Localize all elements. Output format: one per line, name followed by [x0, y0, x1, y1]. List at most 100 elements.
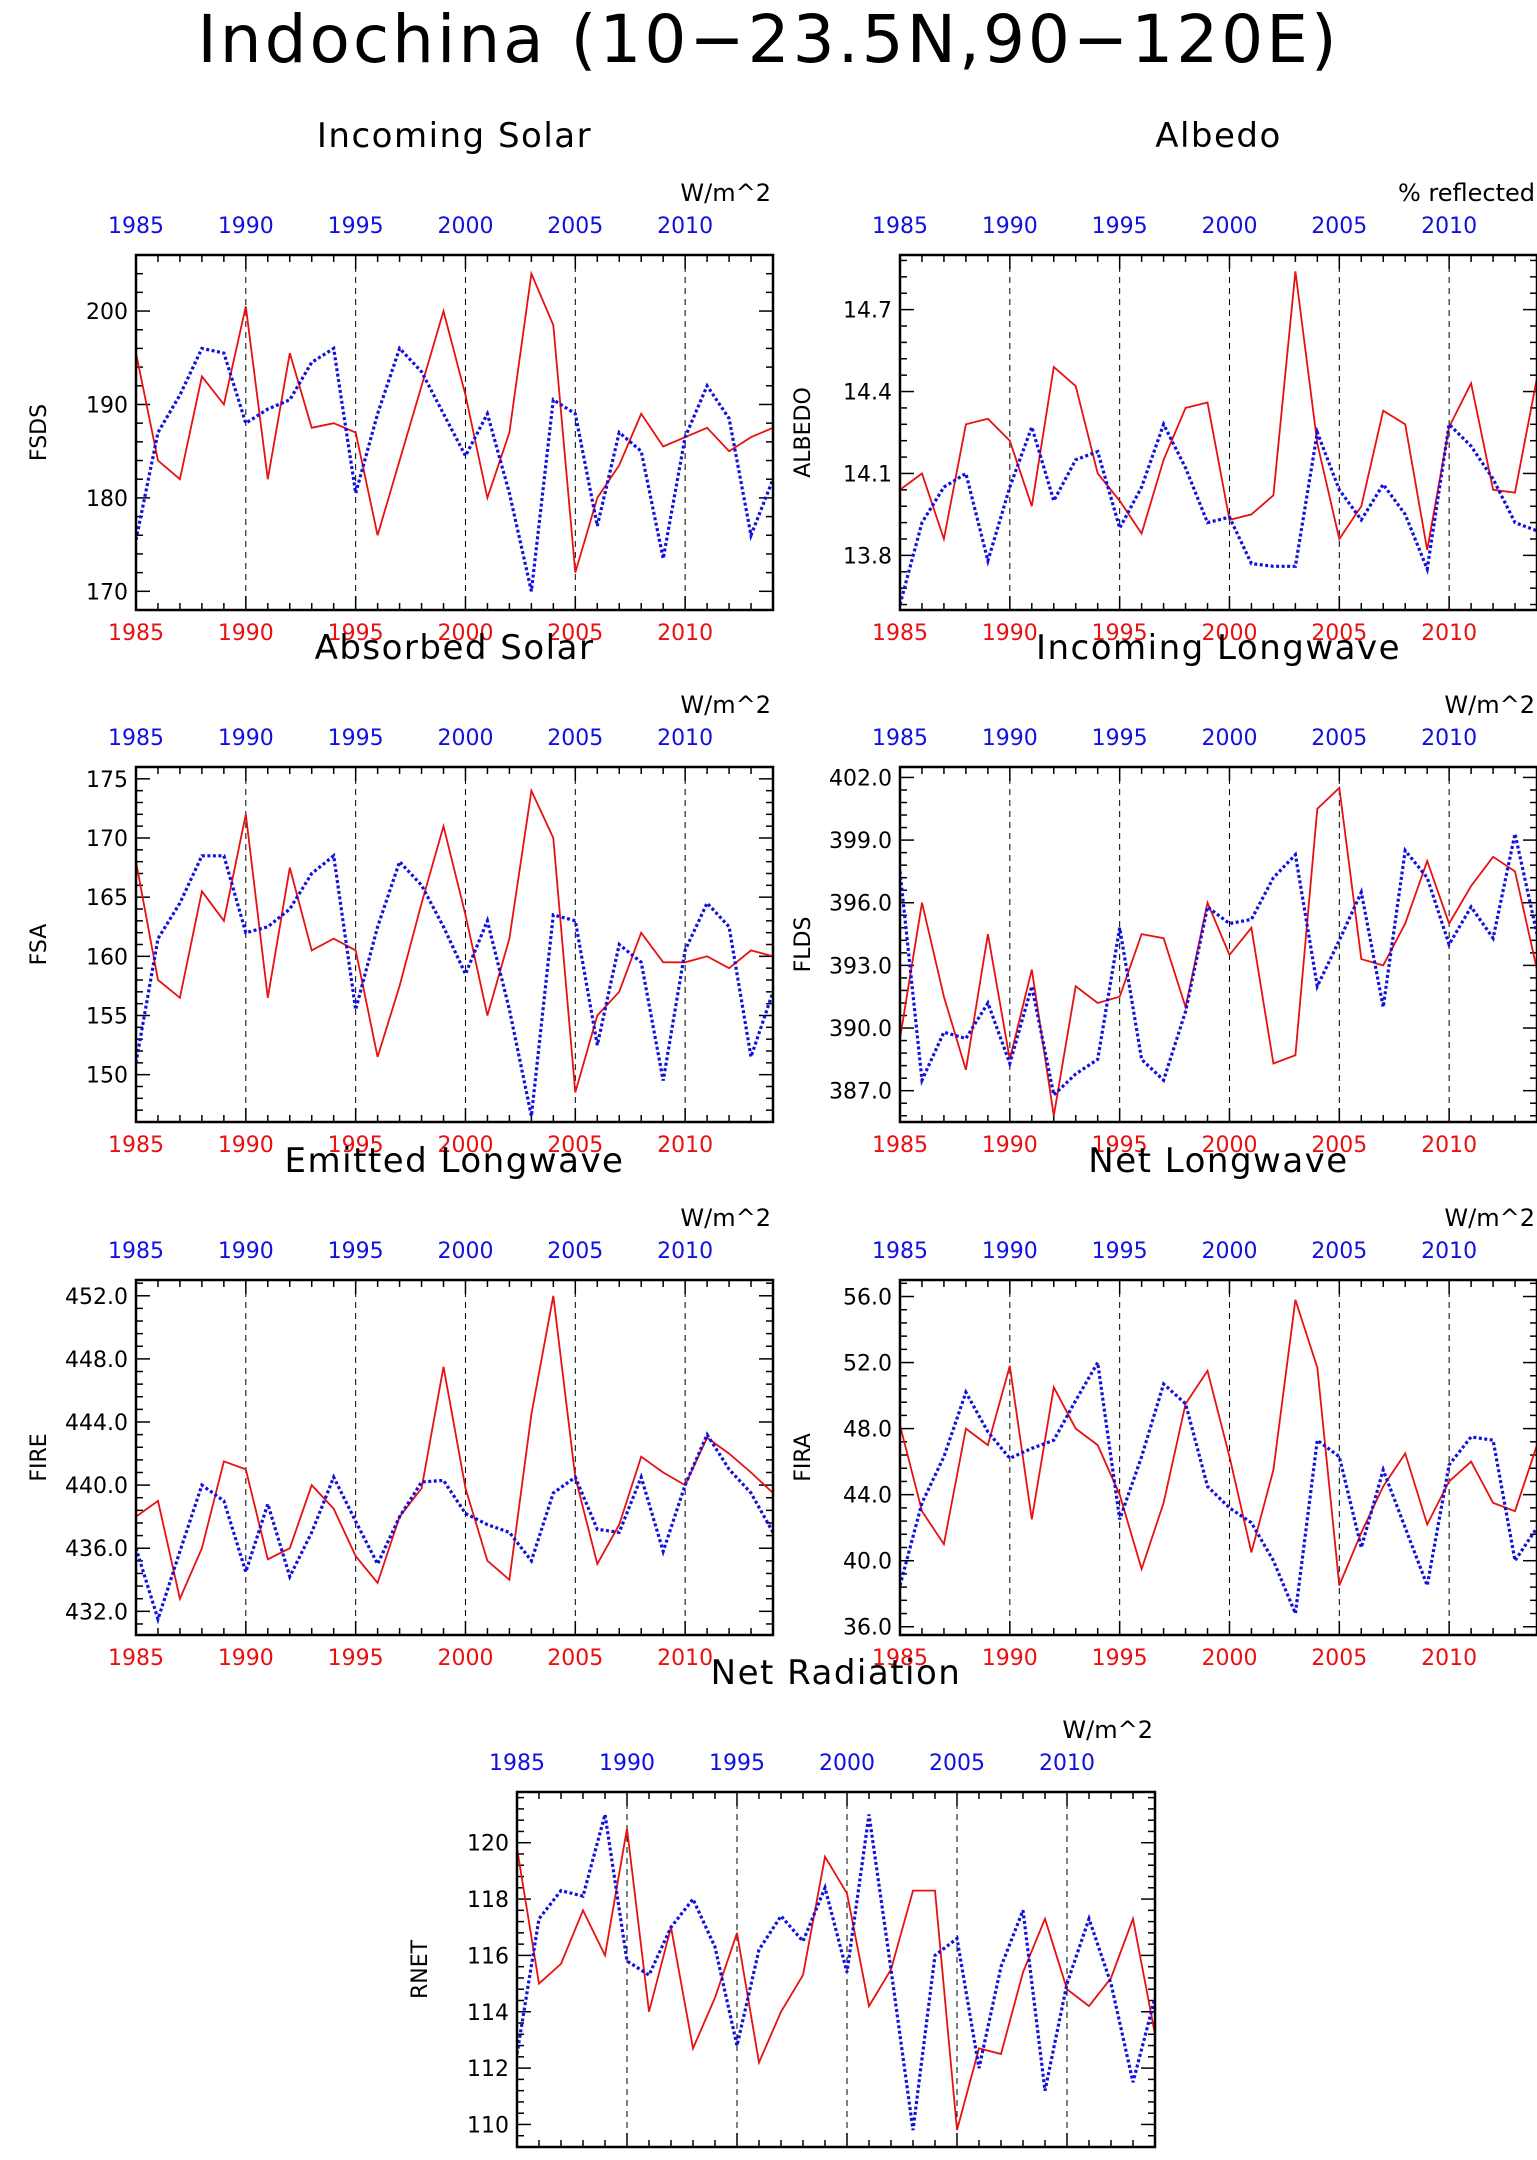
x-tick-label-bottom: 2000 [437, 1133, 493, 1158]
x-tick-label-top: 1995 [328, 214, 384, 239]
x-tick-label-bottom: 1990 [982, 1133, 1038, 1158]
units-label: W/m^2 [680, 1204, 771, 1232]
y-tick-label: 448.0 [65, 1348, 128, 1373]
units-label: W/m^2 [680, 691, 771, 719]
panel-3: Incoming Longwave W/m^2 387.0 390.0 393.0 396… [791, 628, 1537, 1158]
x-tick-label-top: 2000 [1201, 726, 1257, 751]
y-axis-label: ALBEDO [791, 387, 816, 478]
x-tick-label-top: 1985 [108, 214, 164, 239]
x-tick-label-top: 2010 [657, 1239, 713, 1264]
y-tick-label: 396.0 [829, 892, 892, 917]
x-tick-label-top: 1990 [218, 1239, 274, 1264]
x-tick-label-bottom: 1995 [1092, 1646, 1148, 1671]
x-tick-label-bottom: 2000 [1201, 621, 1257, 646]
series-line-solid [517, 1828, 1155, 2131]
panel-title: Incoming Longwave [1036, 628, 1401, 668]
x-tick-label-top: 2000 [1201, 1239, 1257, 1264]
y-tick-label: 402.0 [829, 766, 892, 791]
x-tick-label-bottom: 2010 [657, 621, 713, 646]
x-tick-label-bottom: 1990 [982, 621, 1038, 646]
x-tick-label-bottom: 2005 [1311, 1646, 1367, 1671]
x-tick-label-top: 1995 [1092, 214, 1148, 239]
x-tick-label-bottom: 1995 [709, 2158, 765, 2160]
x-tick-label-top: 1990 [982, 1239, 1038, 1264]
x-tick-label-top: 2005 [547, 1239, 603, 1264]
y-tick-label: 390.0 [829, 1017, 892, 1042]
y-tick-label: 190 [86, 393, 128, 418]
panel-title: Net Longwave [1088, 1141, 1348, 1181]
y-tick-label: 114 [467, 2001, 509, 2026]
x-tick-label-top: 1995 [328, 726, 384, 751]
x-tick-label-top: 2005 [1311, 1239, 1367, 1264]
x-tick-label-bottom: 1985 [872, 1133, 928, 1158]
x-tick-label-bottom: 1995 [328, 621, 384, 646]
y-axis-label: FIRA [791, 1433, 816, 1482]
x-tick-label-bottom: 1990 [218, 621, 274, 646]
x-tick-label-top: 1995 [1092, 726, 1148, 751]
y-axis-label: FLDS [791, 917, 816, 973]
x-tick-label-top: 1990 [218, 214, 274, 239]
x-tick-label-top: 2005 [929, 1751, 985, 1776]
x-tick-label-bottom: 1995 [328, 1646, 384, 1671]
units-label: W/m^2 [1444, 1204, 1535, 1232]
plot-frame [898, 765, 1537, 1124]
y-axis-label: FIRE [27, 1433, 52, 1481]
x-tick-label-top: 2005 [1311, 214, 1367, 239]
x-tick-label-bottom: 2000 [437, 1646, 493, 1671]
series-line-solid [900, 271, 1537, 551]
panel-0: Incoming Solar W/m^2 170 180 190 200 FSDS 1985 1… [27, 116, 775, 646]
y-tick-label: 52.0 [843, 1352, 892, 1377]
y-tick-label: 48.0 [843, 1418, 892, 1443]
units-label: % reflected [1398, 179, 1535, 207]
x-tick-label-top: 2010 [657, 726, 713, 751]
x-tick-label-bottom: 1990 [599, 2158, 655, 2160]
y-tick-label: 14.7 [843, 299, 892, 324]
plot-frame [898, 253, 1537, 612]
x-tick-label-bottom: 2010 [657, 1646, 713, 1671]
x-tick-label-top: 2000 [437, 1239, 493, 1264]
x-tick-label-bottom: 1990 [982, 1646, 1038, 1671]
series-line-dotted [517, 1814, 1155, 2131]
y-tick-label: 436.0 [65, 1537, 128, 1562]
y-tick-label: 170 [86, 827, 128, 852]
panel-title: Emitted Longwave [285, 1141, 625, 1181]
x-tick-label-bottom: 1985 [872, 621, 928, 646]
y-tick-label: 440.0 [65, 1474, 128, 1499]
y-tick-label: 120 [467, 1832, 509, 1857]
x-tick-label-top: 2005 [547, 214, 603, 239]
y-tick-label: 393.0 [829, 954, 892, 979]
x-tick-label-top: 1985 [872, 726, 928, 751]
x-tick-label-bottom: 1995 [328, 1133, 384, 1158]
y-axis-label: RNET [408, 1939, 433, 1999]
x-tick-label-bottom: 2000 [819, 2158, 875, 2160]
series-line-dotted [136, 852, 773, 1117]
units-label: W/m^2 [680, 179, 771, 207]
panel-title: Absorbed Solar [315, 628, 595, 668]
x-tick-label-top: 2000 [437, 214, 493, 239]
x-tick-label-bottom: 1985 [108, 1133, 164, 1158]
y-tick-label: 200 [86, 300, 128, 325]
y-tick-label: 150 [86, 1064, 128, 1089]
units-label: W/m^2 [1444, 691, 1535, 719]
x-tick-label-bottom: 2005 [929, 2158, 985, 2160]
x-tick-label-top: 1990 [982, 214, 1038, 239]
panel-2: Absorbed Solar W/m^2 150 155 160 165 170 175 FSA… [27, 628, 775, 1158]
series-line-dotted [136, 1431, 773, 1625]
y-tick-label: 14.4 [843, 381, 892, 406]
y-axis-label: FSDS [27, 404, 52, 461]
y-tick-label: 170 [86, 580, 128, 605]
series-line-dotted [900, 420, 1537, 605]
y-tick-label: 155 [86, 1005, 128, 1030]
main-title: Indochina (10−23.5N,90−120E) [197, 1, 1340, 78]
y-tick-label: 14.1 [843, 462, 892, 487]
y-tick-label: 44.0 [843, 1484, 892, 1509]
y-tick-label: 180 [86, 487, 128, 512]
y-tick-label: 160 [86, 945, 128, 970]
x-tick-label-top: 2000 [1201, 214, 1257, 239]
x-tick-label-top: 1990 [218, 726, 274, 751]
x-tick-label-top: 2000 [819, 1751, 875, 1776]
x-tick-label-bottom: 1990 [218, 1133, 274, 1158]
x-tick-label-bottom: 2005 [1311, 1133, 1367, 1158]
plot-frame [515, 1790, 1157, 2149]
